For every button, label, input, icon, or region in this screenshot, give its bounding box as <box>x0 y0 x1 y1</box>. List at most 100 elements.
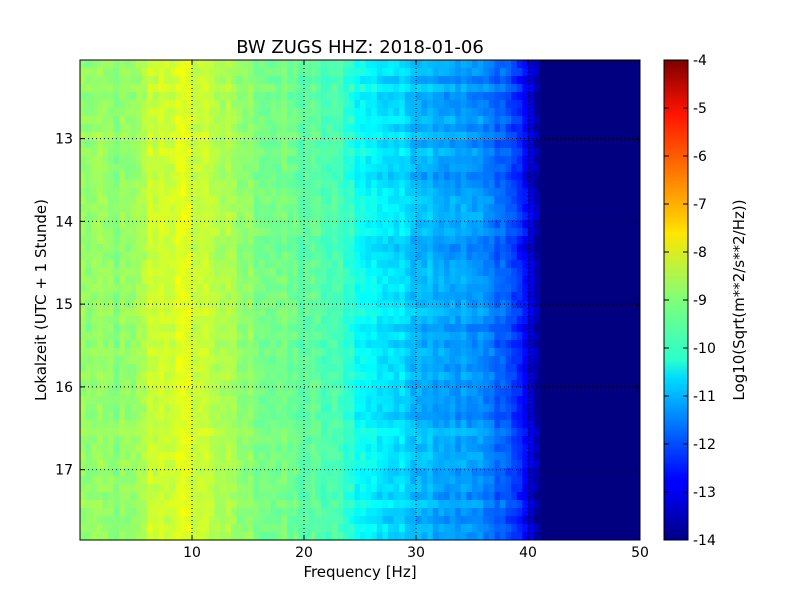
heatmap-cell <box>192 356 199 365</box>
heatmap-cell <box>399 252 406 261</box>
heatmap-cell <box>80 420 87 429</box>
heatmap-cell <box>600 100 607 109</box>
heatmap-cell <box>113 124 120 133</box>
heatmap-cell <box>326 116 333 125</box>
heatmap-cell <box>281 412 288 421</box>
heatmap-cell <box>522 132 529 141</box>
heatmap-cell <box>309 212 316 221</box>
heatmap-cell <box>556 116 563 125</box>
heatmap-cell <box>242 388 249 397</box>
heatmap-cell <box>399 340 406 349</box>
heatmap-cell <box>410 412 417 421</box>
heatmap-cell <box>421 332 428 341</box>
heatmap-cell <box>164 228 171 237</box>
heatmap-cell <box>124 300 131 309</box>
heatmap-cell <box>124 188 131 197</box>
heatmap-cell <box>404 388 411 397</box>
heatmap-cell <box>578 188 585 197</box>
heatmap-cell <box>600 348 607 357</box>
heatmap-cell <box>578 308 585 317</box>
heatmap-cell <box>242 364 249 373</box>
heatmap-cell <box>326 316 333 325</box>
heatmap-cell <box>80 236 87 245</box>
heatmap-cell <box>505 212 512 221</box>
heatmap-cell <box>130 148 137 157</box>
heatmap-cell <box>427 452 434 461</box>
heatmap-cell <box>595 332 602 341</box>
heatmap-cell <box>320 308 327 317</box>
heatmap-cell <box>578 452 585 461</box>
heatmap-cell <box>337 340 344 349</box>
heatmap-cell <box>483 396 490 405</box>
heatmap-cell <box>539 436 546 445</box>
heatmap-cell <box>298 396 305 405</box>
heatmap-cell <box>80 348 87 357</box>
heatmap-cell <box>561 124 568 133</box>
heatmap-cell <box>589 148 596 157</box>
heatmap-cell <box>85 260 92 269</box>
heatmap-cell <box>169 284 176 293</box>
heatmap-cell <box>326 108 333 117</box>
heatmap-cell <box>91 412 98 421</box>
heatmap-cell <box>371 276 378 285</box>
heatmap-cell <box>561 404 568 413</box>
heatmap-cell <box>561 420 568 429</box>
heatmap-cell <box>108 332 115 341</box>
heatmap-cell <box>253 452 260 461</box>
heatmap-cell <box>208 316 215 325</box>
heatmap-cell <box>242 316 249 325</box>
heatmap-cell <box>567 60 574 69</box>
heatmap-cell <box>169 212 176 221</box>
heatmap-cell <box>505 436 512 445</box>
heatmap-cell <box>404 132 411 141</box>
heatmap-cell <box>589 244 596 253</box>
heatmap-cell <box>584 404 591 413</box>
heatmap-cell <box>96 196 103 205</box>
heatmap-cell <box>332 372 339 381</box>
heatmap-cell <box>348 412 355 421</box>
heatmap-cell <box>332 92 339 101</box>
heatmap-cell <box>438 444 445 453</box>
heatmap-cell <box>164 188 171 197</box>
heatmap-cell <box>399 444 406 453</box>
heatmap-cell <box>175 452 182 461</box>
heatmap-cell <box>505 116 512 125</box>
heatmap-cell <box>572 236 579 245</box>
heatmap-cell <box>410 396 417 405</box>
heatmap-cell <box>136 220 143 229</box>
heatmap-cell <box>416 100 423 109</box>
heatmap-cell <box>348 236 355 245</box>
heatmap-cell <box>96 292 103 301</box>
heatmap-cell <box>511 108 518 117</box>
heatmap-cell <box>612 92 619 101</box>
heatmap-cell <box>253 156 260 165</box>
heatmap-cell <box>561 236 568 245</box>
heatmap-cell <box>192 332 199 341</box>
heatmap-cell <box>623 164 630 173</box>
heatmap-cell <box>164 156 171 165</box>
heatmap-cell <box>253 188 260 197</box>
heatmap-cell <box>516 164 523 173</box>
heatmap-cell <box>119 364 126 373</box>
heatmap-cell <box>169 204 176 213</box>
heatmap-cell <box>567 180 574 189</box>
heatmap-cell <box>365 356 372 365</box>
heatmap-cell <box>281 436 288 445</box>
heatmap-cell <box>544 268 551 277</box>
heatmap-cell <box>208 404 215 413</box>
heatmap-cell <box>208 260 215 269</box>
heatmap-cell <box>337 68 344 77</box>
heatmap-cell <box>494 340 501 349</box>
heatmap-cell <box>606 300 613 309</box>
heatmap-cell <box>80 132 87 141</box>
heatmap-cell <box>494 148 501 157</box>
heatmap-cell <box>169 196 176 205</box>
heatmap-cell <box>304 388 311 397</box>
heatmap-cell <box>225 244 232 253</box>
heatmap-cell <box>404 404 411 413</box>
heatmap-cell <box>606 116 613 125</box>
heatmap-cell <box>544 124 551 133</box>
heatmap-cell <box>589 252 596 261</box>
heatmap-cell <box>147 420 154 429</box>
heatmap-cell <box>264 132 271 141</box>
